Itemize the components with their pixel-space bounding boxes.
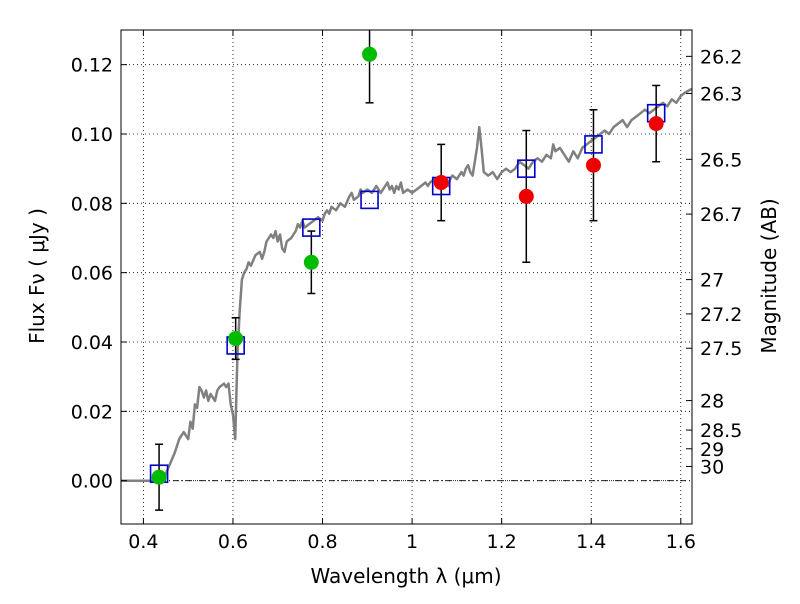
model-square xyxy=(302,218,321,237)
observed-points xyxy=(151,46,664,485)
right-tick-label: 26.7 xyxy=(700,204,742,226)
x-tick-label: 1.2 xyxy=(487,531,517,553)
right-tick-label: 26.2 xyxy=(700,46,742,68)
red-point xyxy=(433,175,449,191)
x-axis-label: Wavelength λ (μm) xyxy=(310,564,501,588)
green-point xyxy=(362,46,378,62)
x-tick-label: 1.4 xyxy=(576,531,606,553)
y-tick-label: 0.04 xyxy=(71,332,113,354)
x-tick-label: 1 xyxy=(406,531,418,553)
right-tick-label: 27.5 xyxy=(700,338,742,360)
red-point xyxy=(648,116,664,132)
red-point xyxy=(518,188,534,204)
y-tick-label: 0.08 xyxy=(71,193,113,215)
y-axis-label: Flux Fν ( μJy ) xyxy=(25,208,49,344)
plot-frame xyxy=(120,29,693,525)
right-tick-label: 26.3 xyxy=(700,83,742,105)
error-bars xyxy=(155,30,661,511)
grid-lines xyxy=(121,30,692,524)
model-square xyxy=(516,159,536,178)
green-point xyxy=(303,254,319,270)
x-tick-label: 0.6 xyxy=(218,531,248,553)
model-spectrum xyxy=(121,87,693,482)
right-tick-label: 29 xyxy=(700,439,724,461)
y-tick-label: 0.02 xyxy=(71,401,113,423)
right-tick-label: 28 xyxy=(700,391,724,413)
y-tick-label: 0.12 xyxy=(71,55,113,77)
right-tick-label: 28.5 xyxy=(700,420,742,442)
right-axis-label: Magnitude (AB) xyxy=(757,198,781,353)
y-tick-label: 0.06 xyxy=(71,263,113,285)
right-tick-label: 26.5 xyxy=(700,149,742,171)
green-point xyxy=(228,331,244,347)
right-tick-label: 27.2 xyxy=(700,304,742,326)
right-tick-label: 27 xyxy=(700,270,724,292)
y-axis-ticks: 0.00 0.02 0.04 0.06 0.08 0.10 0.12 xyxy=(71,55,127,493)
model-square xyxy=(584,135,603,154)
spectrum-line xyxy=(121,87,693,482)
y-tick-label: 0.10 xyxy=(71,124,113,146)
x-tick-label: 0.4 xyxy=(128,531,158,553)
y-tick-label: 0.00 xyxy=(71,471,113,493)
x-tick-label: 0.8 xyxy=(307,531,337,553)
model-square xyxy=(360,190,379,210)
x-axis-ticks: 0.4 0.6 0.8 1 1.2 1.4 1.6 xyxy=(128,30,696,553)
x-tick-label: 1.6 xyxy=(666,531,696,553)
right-tick-label: 30 xyxy=(700,456,724,478)
red-point xyxy=(585,157,601,173)
green-point xyxy=(151,469,167,485)
